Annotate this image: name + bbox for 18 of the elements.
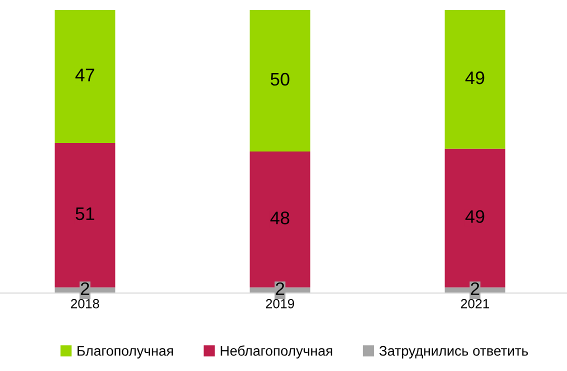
data-label: 2 [276,282,284,295]
data-label: 49 [465,210,484,223]
data-label: 2 [80,282,90,295]
legend-label: Неблагополучная [220,345,332,358]
legend-label: Затруднились ответить [379,346,528,358]
bar [54,10,116,144]
data-label: 49 [465,71,484,84]
bar [250,10,310,152]
bar [444,10,506,149]
data-label: 51 [76,207,94,220]
x-tick-label: 2019 [266,298,294,308]
data-label: 47 [75,68,94,82]
x-tick-label: 2018 [70,298,100,308]
legend-label: Благополучная [78,346,173,358]
data-label: 48 [270,212,290,224]
x-tick-label: 2021 [460,298,490,308]
data-label: 2 [470,282,480,295]
data-label: 50 [270,72,290,86]
